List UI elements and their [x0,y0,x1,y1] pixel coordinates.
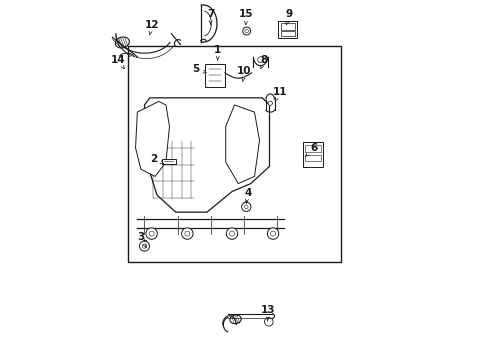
Circle shape [264,318,272,326]
Circle shape [181,228,193,239]
Circle shape [310,146,315,151]
Text: 7: 7 [206,9,214,24]
Circle shape [226,228,237,239]
Text: 12: 12 [144,19,159,35]
Circle shape [149,231,154,236]
Text: 4: 4 [244,188,251,203]
Circle shape [310,156,315,161]
Circle shape [267,101,272,105]
Circle shape [145,228,157,239]
Bar [205,64,224,87]
Ellipse shape [229,315,241,324]
Text: 9: 9 [285,9,292,25]
Circle shape [267,228,278,239]
Polygon shape [135,102,169,176]
Text: 6: 6 [305,143,317,156]
Circle shape [285,32,289,36]
Circle shape [244,29,248,33]
Text: 2: 2 [149,154,163,163]
Bar [305,145,321,152]
Circle shape [257,57,263,63]
Circle shape [242,27,250,35]
Circle shape [270,231,275,236]
Bar [305,155,321,161]
Bar [280,23,294,30]
Text: 1: 1 [214,45,221,60]
Text: 11: 11 [272,87,287,101]
Circle shape [142,244,146,248]
Bar [303,143,323,167]
Bar [280,31,294,36]
Ellipse shape [115,37,129,48]
Circle shape [184,231,189,236]
Circle shape [229,231,234,236]
Polygon shape [225,105,259,184]
Bar [162,158,176,164]
Polygon shape [144,98,269,212]
Text: 8: 8 [260,55,267,68]
Circle shape [139,241,149,251]
Bar [128,46,340,262]
Text: 10: 10 [237,66,251,82]
Text: 14: 14 [110,55,125,69]
Text: 3: 3 [137,232,146,247]
Circle shape [285,24,290,29]
Text: 5: 5 [192,64,206,74]
Text: 15: 15 [239,9,253,25]
Circle shape [241,202,250,211]
Text: 13: 13 [260,305,274,321]
Bar [278,21,296,38]
Circle shape [244,205,247,208]
